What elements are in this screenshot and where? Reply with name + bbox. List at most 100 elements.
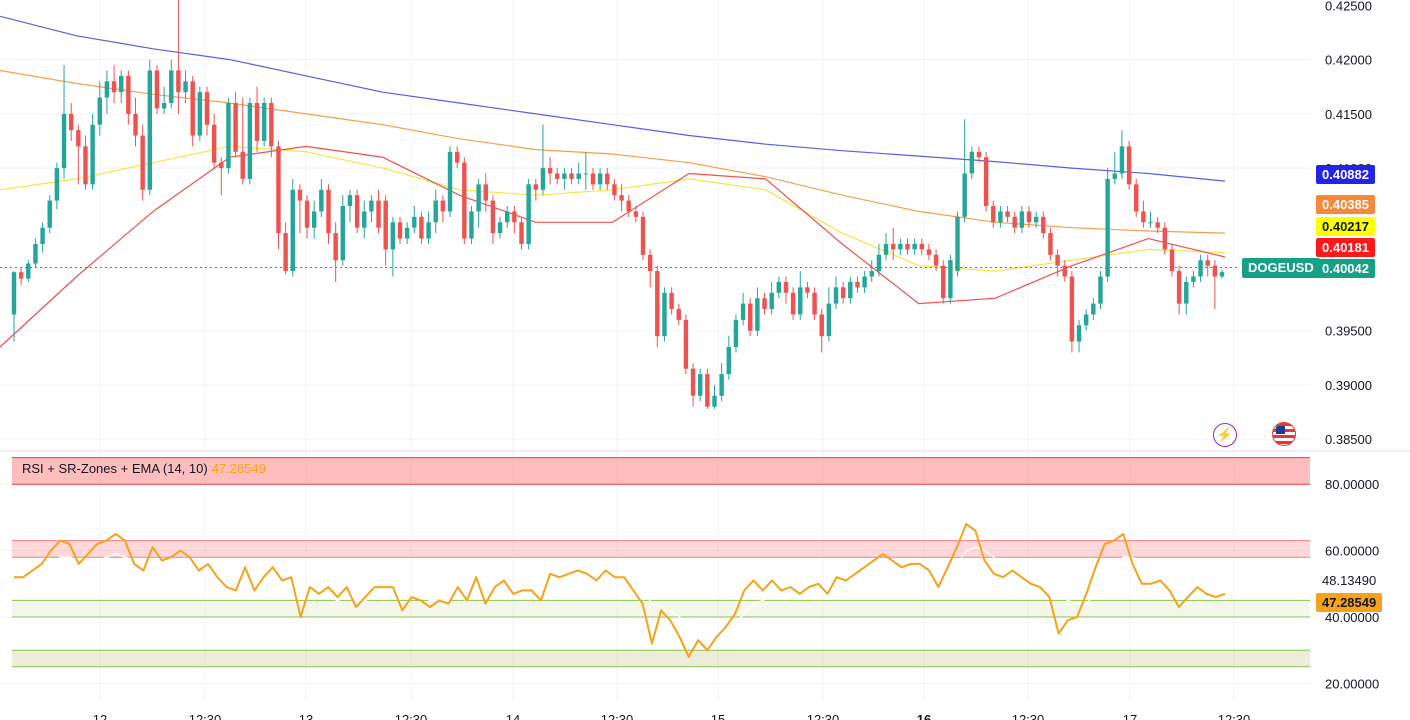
- candle-body-up: [90, 124, 95, 185]
- candle-body-up: [597, 173, 603, 185]
- candle-body-down: [640, 216, 646, 255]
- candle-body-up: [497, 222, 503, 234]
- candle-body-up: [412, 216, 417, 228]
- candle-body-up: [469, 211, 474, 239]
- candle-body-down: [605, 173, 610, 185]
- candle-body-down: [840, 287, 846, 299]
- candle-body-down: [176, 70, 181, 93]
- rsi-axis-label: 80.00000: [1325, 477, 1379, 492]
- candle-body-down: [655, 271, 660, 337]
- candle-body-up: [848, 281, 853, 299]
- candle-body-down: [626, 200, 631, 212]
- candle-body-down: [269, 103, 274, 147]
- candle-body-down: [533, 184, 539, 190]
- candle-body-up: [1076, 325, 1082, 342]
- candle-body-up: [390, 222, 396, 250]
- candle-body-up: [769, 292, 774, 310]
- candle-body-down: [1176, 271, 1182, 304]
- ema-red-line: [0, 145, 1226, 348]
- time-axis-label: 17: [1123, 712, 1137, 720]
- candle-body-down: [762, 298, 767, 310]
- candle-body-up: [733, 319, 739, 347]
- candle-body-up: [862, 276, 867, 288]
- ma-yellow-price-tag: 0.40217: [1316, 217, 1375, 236]
- candle-body-down: [111, 81, 117, 93]
- candle-body-down: [547, 168, 553, 174]
- candle-body-up: [1033, 216, 1039, 223]
- candle-body-down: [18, 272, 24, 279]
- candle-body-down: [683, 319, 689, 369]
- candle-body-up: [1219, 272, 1225, 277]
- rsi-sr-zones: [12, 457, 1310, 668]
- candle-body-down: [490, 200, 496, 234]
- candle-body-up: [1198, 260, 1203, 277]
- us-flag-icon[interactable]: [1272, 422, 1296, 446]
- candle-body-up: [969, 151, 975, 174]
- candle-body-down: [812, 292, 817, 315]
- indicator-legend[interactable]: RSI + SR-Zones + EMA (14, 10) 47.28549: [22, 461, 266, 476]
- candle-body-down: [304, 200, 310, 228]
- time-axis-label: 16: [917, 712, 931, 720]
- candle-body-down: [1041, 216, 1046, 234]
- candle-body-up: [998, 211, 1003, 223]
- moving-average-lines: [0, 15, 1226, 348]
- candle-body-up: [948, 260, 953, 299]
- candle-body-up: [447, 151, 453, 212]
- candle-body-up: [1091, 303, 1096, 315]
- candle-body-down: [669, 292, 674, 310]
- price-axis-label: 0.42500: [1325, 0, 1372, 13]
- candle-body-down: [905, 243, 910, 250]
- candle-body-down: [240, 151, 245, 179]
- lightning-icon[interactable]: ⚡: [1213, 423, 1237, 447]
- candle-body-down: [126, 75, 131, 114]
- candle-body-down: [454, 151, 460, 163]
- candle-body-down: [890, 243, 896, 250]
- candle-body-up: [1083, 314, 1089, 326]
- rsi-zone: [12, 650, 1310, 667]
- rsi-line: [14, 523, 1226, 658]
- candle-body-down: [1126, 146, 1132, 185]
- candle-body-down: [1162, 227, 1168, 250]
- candle-body-down: [941, 265, 946, 299]
- candle-body-up: [161, 103, 167, 109]
- candle-body-down: [462, 162, 467, 239]
- candle-body-up: [826, 303, 832, 337]
- time-axis-label: 12:30: [1012, 712, 1045, 720]
- candle-body-down: [254, 103, 260, 141]
- candle-body-down: [276, 146, 281, 234]
- candle-body-down: [190, 81, 195, 136]
- candle-body-up: [11, 272, 17, 315]
- candle-body-up: [340, 206, 346, 261]
- candle-body-up: [426, 222, 431, 239]
- candle-body-down: [1048, 233, 1053, 255]
- candle-body-up: [261, 103, 267, 141]
- candle-body-up: [197, 92, 203, 136]
- candle-body-up: [1098, 276, 1103, 304]
- candle-body-up: [697, 374, 703, 396]
- candle-body-up: [40, 227, 45, 244]
- candle-body-down: [419, 216, 424, 239]
- time-axis-label: 12:30: [189, 712, 222, 720]
- candle-body-down: [705, 374, 710, 407]
- ema-red-price-tag: 0.40181: [1316, 238, 1375, 257]
- candle-body-down: [983, 157, 989, 207]
- candle-body-down: [76, 130, 81, 147]
- candle-body-down: [483, 184, 488, 201]
- candle-body-up: [1112, 173, 1117, 179]
- price-axis-label: 0.39000: [1325, 378, 1372, 393]
- candle-body-up: [1191, 276, 1196, 282]
- rsi-lines: [14, 523, 1226, 658]
- time-axis-label: 13: [299, 712, 313, 720]
- time-axis-label: 12:30: [807, 712, 840, 720]
- candle-body-down: [219, 162, 224, 169]
- candle-body-down: [133, 113, 138, 136]
- indicator-label[interactable]: RSI + SR-Zones + EMA (14, 10): [22, 461, 208, 476]
- candle-body-up: [97, 97, 102, 125]
- candle-body-up: [726, 346, 732, 375]
- candle-body-up: [955, 216, 960, 272]
- candle-body-down: [154, 70, 160, 109]
- candle-body-up: [876, 254, 882, 272]
- symbol-tag: DOGEUSD: [1242, 258, 1320, 278]
- candle-body-up: [183, 81, 188, 93]
